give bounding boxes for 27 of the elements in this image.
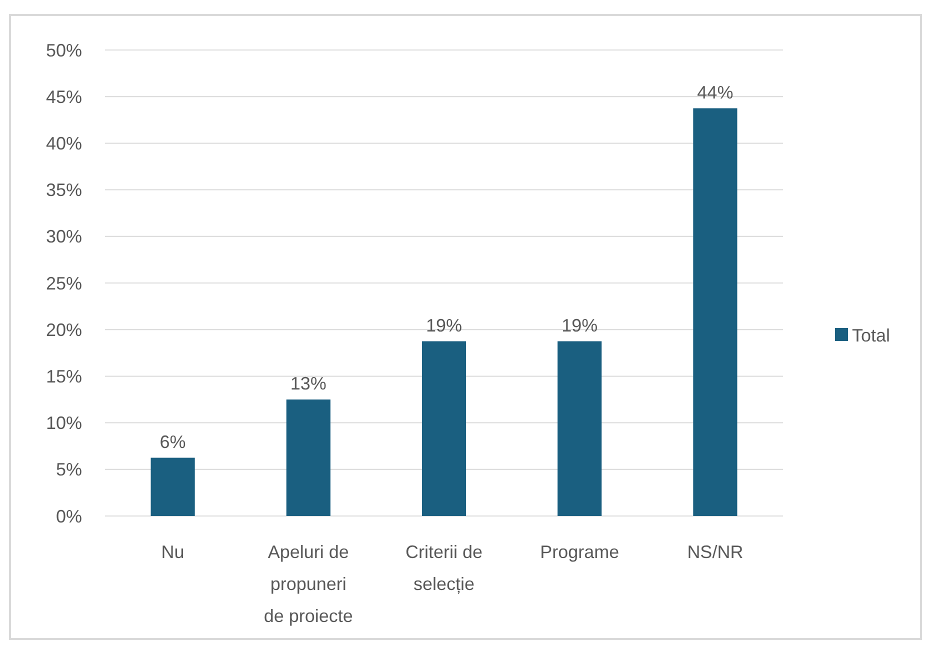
bar [286, 400, 330, 516]
data-label: 44% [697, 82, 734, 102]
y-tick-label: 0% [56, 506, 82, 526]
x-tick-label: Nu [161, 542, 184, 562]
y-tick-label: 25% [46, 273, 82, 294]
y-tick-label: 5% [56, 460, 82, 480]
data-label: 13% [290, 374, 326, 394]
y-tick-label: 20% [46, 320, 82, 340]
y-tick-label: 50% [46, 40, 82, 60]
y-tick-label: 45% [46, 86, 82, 107]
y-tick-label: 35% [46, 180, 82, 200]
y-tick-label: 30% [46, 226, 82, 247]
x-tick-label: Criterii de selecție [405, 542, 483, 594]
y-tick-label: 15% [46, 366, 82, 386]
y-tick-label: 40% [46, 134, 82, 154]
x-tick-label: Apeluri de propuneri de proiecte [264, 542, 353, 626]
data-label: 19% [426, 315, 462, 336]
legend-label: Total [852, 325, 890, 346]
bar [150, 458, 195, 516]
y-tick-label: 10% [46, 413, 82, 434]
x-tick-label: NS/NR [687, 542, 744, 562]
x-tick-label: Programe [540, 542, 620, 562]
data-label: 19% [562, 315, 598, 336]
bar [422, 341, 466, 516]
bar [558, 341, 602, 516]
bar [693, 108, 738, 516]
data-label: 6% [160, 432, 186, 452]
